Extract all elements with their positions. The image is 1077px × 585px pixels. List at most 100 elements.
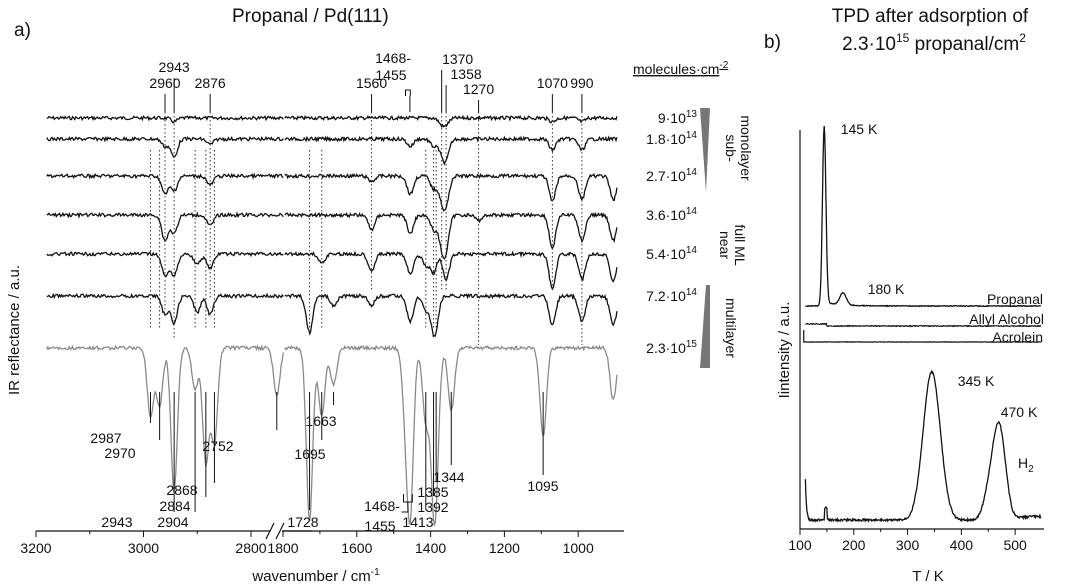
panel-a-x-axis: 3200 3000 2800 1800 1600 1400 1200 1000 (20, 522, 624, 556)
x-tick-label: 3000 (128, 540, 159, 556)
band-label-top: 1455 (375, 67, 406, 83)
tpd-trace-acrolein (803, 330, 1042, 343)
axis-break-gap (270, 523, 282, 539)
peak-label-145k: 145 K (841, 121, 878, 137)
band-label-bottom: 2987 (90, 430, 121, 446)
coverage-label: 2.7·1014 (646, 167, 697, 184)
x-tick-label: 1000 (563, 540, 594, 556)
spectrum-trace (46, 172, 284, 195)
tpd-trace-propanal (805, 126, 1042, 308)
axis-break-mark (265, 522, 275, 540)
regime-indicators: sub- monolayer near full ML multilayer (700, 108, 754, 368)
peak-label-180k: 180 K (868, 281, 905, 297)
band-label-bottom: 1344 (433, 469, 464, 485)
x-tick-label: 1800 (267, 540, 298, 556)
band-bracket-top (405, 89, 411, 96)
panel-b-tpd-chart: b) TPD after adsorption of 2.3·1015 prop… (764, 6, 1044, 585)
peak-label-470k: 470 K (1001, 404, 1038, 420)
band-label-bottom: 2752 (202, 438, 233, 454)
x-tick-label: 2800 (235, 540, 266, 556)
coverage-label: 5.4·1014 (646, 245, 697, 262)
x-tick-label: 1400 (415, 540, 446, 556)
coverage-label: 7.2·1014 (646, 287, 697, 304)
band-label-top: 1358 (451, 66, 482, 82)
band-label-bottom: 2904 (157, 514, 188, 530)
panel-a-letter: a) (14, 20, 31, 41)
series-label-h2: H2 (1018, 455, 1034, 475)
coverage-label: 2.3·1015 (646, 339, 697, 356)
band-label-top: 1270 (463, 81, 494, 97)
coverage-label: 9·1013 (658, 109, 698, 126)
panel-b-letter: b) (764, 32, 781, 53)
band-label-bottom: 1663 (305, 413, 336, 429)
band-label-top: 1468- (375, 50, 411, 66)
regime-sub-line1: sub- (723, 134, 739, 162)
b-x-tick-label: 300 (896, 537, 920, 553)
band-label-bottom: 1695 (294, 446, 325, 462)
tpd-trace-allyl-alcohol (805, 322, 1042, 328)
panel-a-xlabel: wavenumber / cm-1 (251, 567, 380, 585)
band-label-bottom: 2884 (159, 498, 190, 514)
panel-a-ylabel: IR reflectance / a.u. (6, 265, 23, 395)
x-tick-label: 1600 (341, 540, 372, 556)
panel-a-ir-chart: a) Propanal / Pd(111) molecules·cm-2 IR … (6, 6, 754, 585)
x-tick-label: 3200 (20, 540, 51, 556)
spectrum-trace (284, 292, 618, 338)
series-label-propanal: Propanal (987, 291, 1043, 307)
band-label-bottom: 1728 (287, 514, 318, 530)
tpd-trace-h2 (804, 369, 1042, 524)
regime-sub-line2: monolayer (738, 115, 754, 181)
spectrum-trace (46, 251, 284, 278)
band-label-bottom: 1468- (364, 498, 400, 514)
spectrum-trace (284, 114, 618, 129)
b-x-tick-label: 200 (842, 537, 866, 553)
band-bracket-bottom-lead (401, 502, 409, 513)
regime-near-line1: near (717, 231, 733, 259)
x-tick-label: 1200 (489, 540, 520, 556)
panel-b-labels: Propanal Allyl Alcohol Acrolein H2 145 K 180 … (841, 121, 1044, 475)
band-label-bottom: 2868 (166, 482, 197, 498)
spectrum-trace (284, 250, 618, 291)
spectrum-trace (284, 135, 618, 166)
band-label-top: 1560 (356, 75, 387, 91)
spectrum-trace (284, 211, 618, 260)
panel-a-traces (46, 114, 618, 527)
panel-b-axes: 100 200 300 400 500 (788, 130, 1044, 553)
coverage-header: molecules·cm-2 (633, 60, 729, 77)
panel-b-title-line1: TPD after adsorption of (832, 6, 1029, 27)
peak-label-345k: 345 K (958, 373, 995, 389)
band-label-bottom: 1413 (402, 514, 433, 530)
coverage-label: 3.6·1014 (646, 206, 697, 223)
multilayer-wedge (700, 285, 710, 368)
b-x-tick-label: 400 (950, 537, 974, 553)
band-label-top: 2960 (149, 75, 180, 91)
regime-near-line2: full ML (732, 224, 748, 265)
panel-b-ylabel: Iintensity / a.u. (776, 302, 793, 399)
spectrum-trace (284, 172, 618, 212)
band-label-top: 2876 (195, 75, 226, 91)
band-label-top: 1070 (537, 75, 568, 91)
panel-b-xlabel: T / K (912, 568, 943, 585)
series-label-acrolein: Acrolein (992, 329, 1043, 345)
panel-b-title-line2: 2.3·1015 propanal/cm2 (842, 31, 1026, 55)
coverage-label: 1.8·1014 (646, 130, 697, 147)
axis-break-mark (275, 522, 285, 540)
spectrum-trace (46, 344, 284, 493)
band-label-top: 990 (570, 75, 594, 91)
band-label-bottom: 1455 (364, 518, 395, 534)
panel-b-traces (803, 126, 1042, 524)
panel-a-title: Propanal / Pd(111) (232, 6, 389, 27)
band-label-bottom: 1095 (527, 478, 558, 494)
spectrum-trace (46, 292, 284, 326)
submonolayer-wedge (700, 108, 710, 192)
band-label-top: 2943 (159, 59, 190, 75)
band-label-bottom: 2970 (104, 445, 135, 461)
band-label-bottom: 2943 (101, 514, 132, 530)
band-label-top: 1370 (442, 51, 473, 67)
b-x-tick-label: 500 (1003, 537, 1027, 553)
b-x-tick-label: 100 (788, 537, 812, 553)
band-label-bottom: 1392 (417, 499, 448, 515)
band-label-bottom: 1385 (417, 484, 448, 500)
